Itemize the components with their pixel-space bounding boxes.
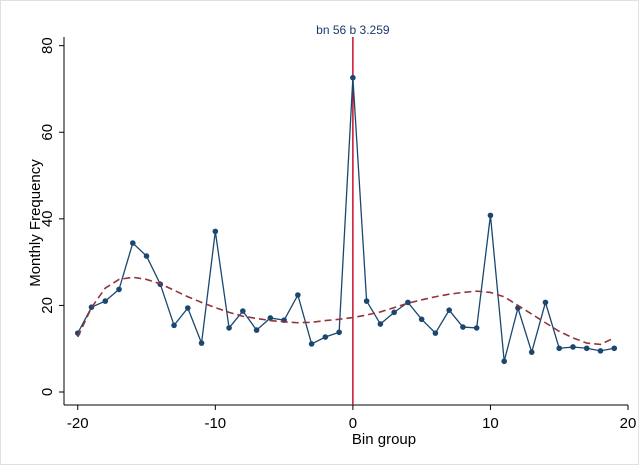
x-tick-label: -10 — [204, 415, 226, 432]
point — [418, 316, 425, 323]
point — [322, 334, 329, 340]
point — [583, 345, 590, 352]
x-tick-label: -20 — [67, 415, 89, 432]
point — [460, 324, 466, 330]
point — [226, 325, 232, 331]
point — [185, 305, 191, 311]
x-tick-label: 20 — [620, 415, 637, 432]
point — [116, 286, 122, 293]
y-tick-label: 80 — [39, 37, 56, 54]
point — [446, 307, 452, 313]
point — [501, 358, 507, 365]
point — [102, 298, 109, 304]
point — [129, 240, 136, 246]
point — [308, 341, 315, 347]
point — [240, 308, 246, 314]
x-tick-label: 0 — [349, 415, 357, 432]
point — [171, 322, 177, 329]
point — [377, 321, 384, 327]
point — [198, 340, 205, 346]
point — [143, 253, 150, 259]
point — [528, 349, 535, 355]
annotation: bn 56 b 3.259 — [316, 23, 390, 37]
point — [350, 74, 356, 81]
point — [336, 329, 342, 336]
point — [611, 345, 618, 352]
x-tick-label: 10 — [482, 415, 499, 432]
series-line — [77, 77, 615, 362]
point — [432, 330, 439, 336]
point — [556, 345, 563, 352]
y-tick-label: 20 — [39, 297, 56, 314]
y-tick-label: 0 — [39, 388, 56, 396]
point — [295, 292, 301, 298]
y-axis-label: Monthly Frequency — [27, 159, 44, 287]
point — [253, 327, 260, 333]
x-axis-label: Bin group — [352, 431, 416, 448]
point — [391, 309, 397, 316]
point — [267, 315, 274, 321]
point — [542, 299, 549, 306]
point — [473, 325, 480, 331]
point — [570, 344, 576, 350]
point — [597, 348, 604, 354]
y-tick-label: 40 — [39, 210, 56, 227]
series-line — [77, 276, 615, 346]
point — [212, 228, 219, 235]
y-tick-label: 60 — [39, 124, 56, 141]
point — [487, 212, 494, 219]
point — [363, 298, 370, 304]
